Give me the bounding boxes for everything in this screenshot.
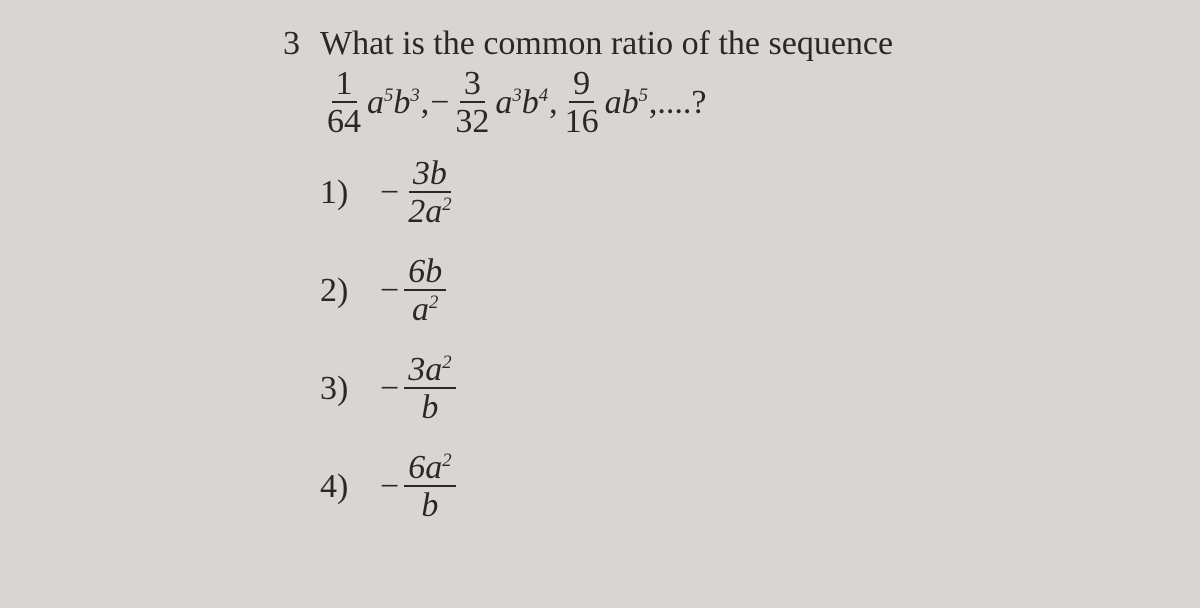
fraction-9-16: 9 16 xyxy=(561,67,603,139)
answer-expr-2: − 6b a2 xyxy=(380,255,448,327)
answer-expr-4: − 6a2 b xyxy=(380,451,458,523)
sequence-term-2: − 3 32 a3b4 xyxy=(430,67,548,139)
answer-list: 1) − 3b 2a2 2) − 6b a2 3) xyxy=(320,153,1170,527)
question-container: 3 What is the common ratio of the sequen… xyxy=(270,25,1170,545)
ending-text: ,....? xyxy=(649,84,707,122)
var-expr-2: a3b4 xyxy=(495,84,548,122)
answer-number-2: 2) xyxy=(320,272,380,310)
answer-number-3: 3) xyxy=(320,370,380,408)
fraction-1-64: 1 64 xyxy=(323,67,365,139)
answer-number-4: 4) xyxy=(320,468,380,506)
minus-sign: − xyxy=(430,84,449,122)
answer-expr-3: − 3a2 b xyxy=(380,353,458,425)
answer-fraction-3: 3a2 b xyxy=(404,353,455,425)
answer-expr-1: − 3b 2a2 xyxy=(380,157,458,229)
sequence-term-3: 9 16 ab5 xyxy=(559,67,648,139)
question-header: 3 What is the common ratio of the sequen… xyxy=(270,25,1170,63)
answer-option-1: 1) − 3b 2a2 xyxy=(320,153,1170,233)
answer-option-2: 2) − 6b a2 xyxy=(320,251,1170,331)
comma-2: , xyxy=(549,84,558,122)
answer-number-1: 1) xyxy=(320,174,380,212)
answer-fraction-4: 6a2 b xyxy=(404,451,455,523)
question-text: What is the common ratio of the sequence xyxy=(320,25,893,63)
minus-sign: − xyxy=(380,272,399,310)
comma-1: , xyxy=(421,84,430,122)
minus-sign: − xyxy=(380,174,399,212)
sequence-expression: 1 64 a5b3 , − 3 32 a3b4 , 9 16 ab5 ,....… xyxy=(320,68,1170,138)
question-number: 3 xyxy=(270,25,300,63)
answer-fraction-2: 6b a2 xyxy=(404,255,446,327)
minus-sign: − xyxy=(380,468,399,506)
answer-fraction-1: 3b 2a2 xyxy=(404,157,455,229)
answer-option-3: 3) − 3a2 b xyxy=(320,349,1170,429)
var-expr-3: ab5 xyxy=(605,84,648,122)
minus-sign: − xyxy=(380,370,399,408)
answer-option-4: 4) − 6a2 b xyxy=(320,447,1170,527)
fraction-3-32: 3 32 xyxy=(451,67,493,139)
var-a: a5b3 xyxy=(367,84,420,122)
sequence-term-1: 1 64 a5b3 xyxy=(321,67,420,139)
